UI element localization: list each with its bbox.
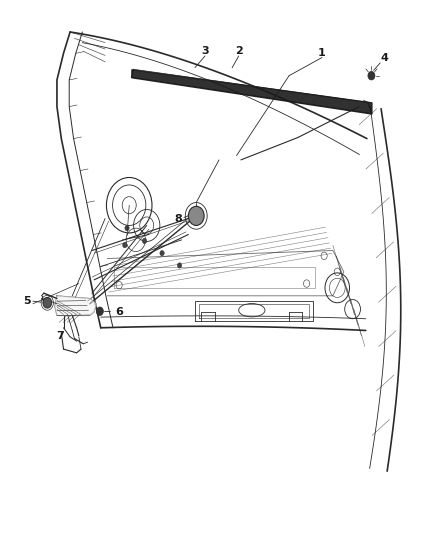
Circle shape <box>142 238 147 244</box>
Text: 7: 7 <box>57 331 64 341</box>
Circle shape <box>123 243 127 248</box>
Text: 4: 4 <box>381 53 389 62</box>
Text: 3: 3 <box>201 46 209 55</box>
Circle shape <box>368 71 375 80</box>
Circle shape <box>160 251 164 256</box>
Circle shape <box>96 307 103 316</box>
Circle shape <box>177 263 182 268</box>
Circle shape <box>188 206 204 225</box>
Polygon shape <box>55 296 96 316</box>
Text: 6: 6 <box>115 307 123 317</box>
Text: 2: 2 <box>235 46 243 55</box>
Circle shape <box>43 297 52 308</box>
Text: 5: 5 <box>23 296 31 306</box>
Text: 8: 8 <box>174 214 182 223</box>
Circle shape <box>125 225 129 231</box>
Text: 1: 1 <box>318 49 326 58</box>
